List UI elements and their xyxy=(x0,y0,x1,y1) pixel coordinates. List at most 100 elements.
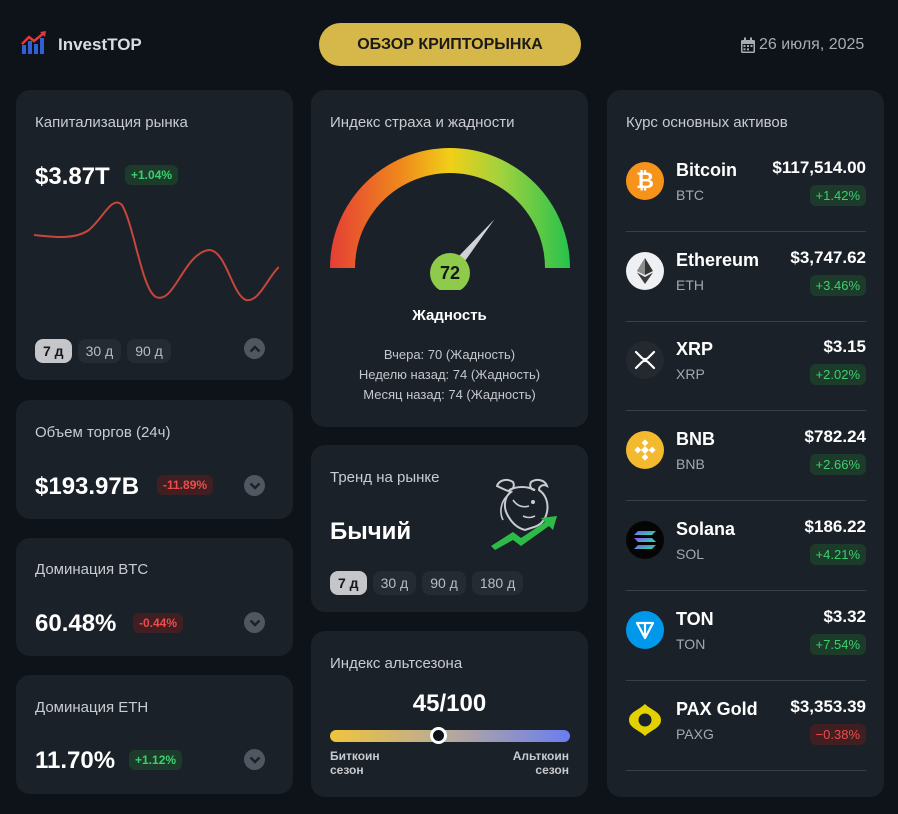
assets-card: Курс основных активов ₿ Bitcoin BTC $117… xyxy=(607,90,884,797)
eth-dominance-title: Доминация ETH xyxy=(35,699,149,716)
eth-dominance-value: 11.70% xyxy=(35,747,116,774)
asset-name: XRP xyxy=(676,339,714,359)
bitcoin-season-label-2: сезон xyxy=(330,763,364,777)
ethereum-icon xyxy=(626,252,664,290)
gauge-needle xyxy=(458,219,495,262)
asset-symbol: XRP xyxy=(676,366,705,382)
asset-name: Ethereum xyxy=(676,250,760,270)
bitcoin-icon: ₿ xyxy=(626,162,664,200)
asset-row-bitcoin[interactable]: ₿ Bitcoin BTC $117,514.00 +1.42% xyxy=(626,142,866,232)
pax-gold-icon xyxy=(626,701,664,739)
collapse-button[interactable] xyxy=(244,338,265,359)
expand-button[interactable] xyxy=(244,612,265,633)
period-7d[interactable]: 7 д xyxy=(330,571,367,595)
asset-row-pax-gold[interactable]: PAX Gold PAXG $3,353.39 −0.38% xyxy=(626,681,866,771)
asset-price: $3,747.62 xyxy=(790,248,866,267)
eth-dominance-change-badge: +1.12% xyxy=(129,750,183,770)
solana-icon xyxy=(626,521,664,559)
fear-greed-title: Индекс страха и жадности xyxy=(330,114,515,131)
fear-greed-yesterday: Вчера: 70 (Жадность) xyxy=(383,347,516,362)
altseason-scale xyxy=(330,727,570,744)
fear-greed-week-ago: Неделю назад: 74 (Жадность) xyxy=(358,367,541,382)
eth-dominance-card: Доминация ETH 11.70% +1.12% xyxy=(16,675,293,794)
date-text: 26 июля, 2025 xyxy=(759,36,865,53)
brand-name: InvestTOP xyxy=(58,35,142,54)
period-90d[interactable]: 90 д xyxy=(422,571,466,595)
altseason-right-label: Альткоин сезон xyxy=(513,749,569,777)
btc-dominance-title: Доминация BTC xyxy=(35,561,149,578)
altseason-left-label: Биткоин сезон xyxy=(330,749,380,777)
asset-symbol: ETH xyxy=(676,277,704,293)
asset-symbol: BTC xyxy=(676,187,704,203)
period-30d[interactable]: 30 д xyxy=(372,571,417,595)
asset-name: BNB xyxy=(676,429,715,449)
altseason-card: Индекс альтсезона 45/100 Биткоин сезон А… xyxy=(311,631,588,797)
date-display: 26 июля, 2025 xyxy=(740,35,864,55)
fear-greed-gauge xyxy=(330,148,570,290)
xrp-icon xyxy=(626,341,664,379)
expand-button[interactable] xyxy=(244,749,265,770)
expand-button[interactable] xyxy=(244,475,265,496)
period-30d[interactable]: 30 д xyxy=(77,339,122,363)
asset-name: Solana xyxy=(676,519,736,539)
market-cap-change-badge: +1.04% xyxy=(125,165,179,185)
market-cap-sparkline xyxy=(34,201,279,302)
altseason-title: Индекс альтсезона xyxy=(330,655,463,672)
title-button[interactable]: ОБЗОР КРИПТОРЫНКА xyxy=(319,23,581,66)
asset-name: TON xyxy=(676,609,714,629)
fear-greed-value: 72 xyxy=(439,263,461,283)
asset-price: $3.15 xyxy=(823,337,866,356)
volume-change-badge: -11.89% xyxy=(157,475,214,495)
trend-value: Бычий xyxy=(330,518,412,545)
market-cap-period-selector: 7 д 30 д 90 д xyxy=(35,339,171,363)
altseason-value: 45/100 xyxy=(412,690,487,717)
trend-period-selector: 7 д 30 д 90 д 180 д xyxy=(330,571,524,595)
btc-dominance-change-badge: -0.44% xyxy=(133,613,184,633)
asset-symbol: TON xyxy=(676,636,706,652)
fear-greed-history: Вчера: 70 (Жадность) Неделю назад: 74 (Ж… xyxy=(311,345,588,405)
asset-row-solana[interactable]: Solana SOL $186.22 +4.21% xyxy=(626,501,866,591)
asset-row-xrp[interactable]: XRP XRP $3.15 +2.02% xyxy=(626,321,866,411)
asset-price: $782.24 xyxy=(804,427,866,446)
fear-greed-label: Жадность xyxy=(412,307,487,324)
asset-change-badge: +1.42% xyxy=(809,185,866,206)
altcoin-season-label-2: сезон xyxy=(535,763,569,777)
trend-card: Тренд на рынке Бычий 7 д 30 д 90 д 180 д xyxy=(311,445,588,612)
bnb-icon xyxy=(626,431,664,469)
asset-symbol: PAXG xyxy=(676,726,714,742)
bitcoin-season-label-1: Биткоин xyxy=(330,749,380,763)
period-180d[interactable]: 180 д xyxy=(471,571,524,595)
market-cap-value: $3.87T xyxy=(35,163,110,190)
calendar-icon xyxy=(741,37,755,53)
chart-logo-icon xyxy=(21,31,46,54)
title-button-label: ОБЗОР КРИПТОРЫНКА xyxy=(357,35,543,53)
asset-change-badge: +4.21% xyxy=(809,544,866,565)
asset-change-badge: +7.54% xyxy=(809,634,866,655)
asset-change-badge: +3.46% xyxy=(809,275,866,296)
brand-logo[interactable]: InvestTOP xyxy=(21,31,161,57)
ton-icon xyxy=(626,611,664,649)
asset-price: $3,353.39 xyxy=(790,697,866,716)
assets-title: Курс основных активов xyxy=(626,114,788,131)
trend-title: Тренд на рынке xyxy=(330,469,440,486)
asset-change-badge: −0.38% xyxy=(809,724,866,745)
volume-value: $193.97B xyxy=(35,473,140,500)
period-90d[interactable]: 90 д xyxy=(127,339,171,363)
asset-name: Bitcoin xyxy=(676,160,737,180)
volume-card: Объем торгов (24ч) $193.97B -11.89% xyxy=(16,400,293,519)
chevron-down-icon xyxy=(249,619,260,627)
asset-row-bnb[interactable]: BNB BNB $782.24 +2.66% xyxy=(626,411,866,501)
btc-dominance-card: Доминация BTC 60.48% -0.44% xyxy=(16,538,293,656)
market-cap-title: Капитализация рынка xyxy=(35,114,188,131)
bull-icon xyxy=(491,478,557,550)
altcoin-season-label-1: Альткоин xyxy=(512,749,569,763)
volume-title: Объем торгов (24ч) xyxy=(35,424,171,441)
asset-row-ton[interactable]: TON TON $3.32 +7.54% xyxy=(626,591,866,681)
asset-row-ethereum[interactable]: Ethereum ETH $3,747.62 +3.46% xyxy=(626,232,866,322)
asset-price: $117,514.00 xyxy=(772,158,866,177)
fear-greed-card: Индекс страха и жадности 72 Жадность Вче… xyxy=(311,90,588,427)
asset-price: $186.22 xyxy=(804,517,866,536)
period-7d[interactable]: 7 д xyxy=(35,339,72,363)
altseason-marker xyxy=(430,727,447,744)
fear-greed-month-ago: Месяц назад: 74 (Жадность) xyxy=(363,387,536,402)
